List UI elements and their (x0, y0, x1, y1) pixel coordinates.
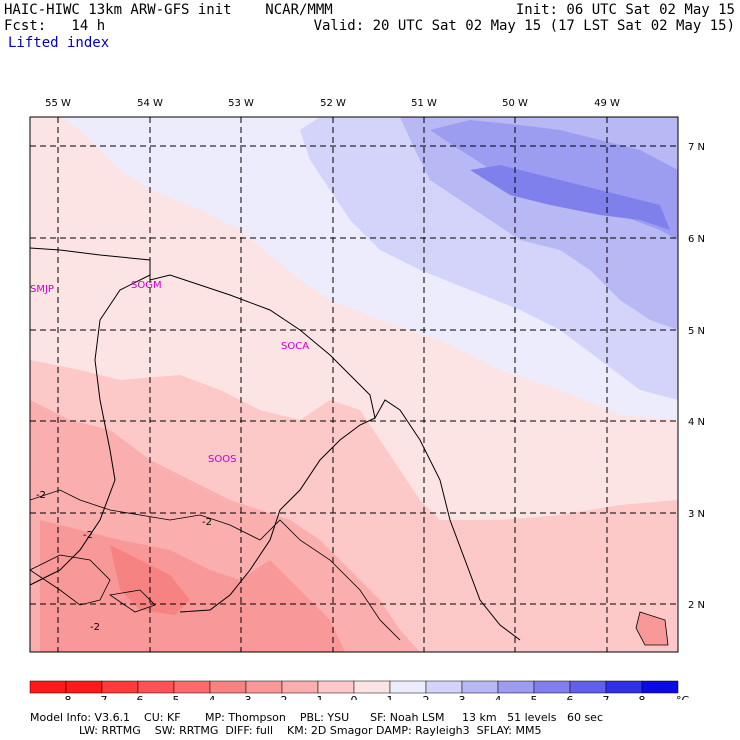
colorbar-swatch (29, 680, 67, 694)
colorbar-tick-label: 2 (423, 694, 430, 700)
colorbar-tick-label: 7 (603, 694, 610, 700)
colorbar-tick-label: 3 (459, 694, 466, 700)
colorbar-tick-label: -5 (169, 694, 180, 700)
colorbar-tick-label: -7 (97, 694, 108, 700)
station-label: SOGM (131, 280, 162, 291)
model-title: HAIC-HIWC 13km ARW-GFS init NCAR/MMM (4, 2, 333, 18)
colorbar-swatch (605, 680, 643, 694)
borders (29, 247, 521, 641)
contour-neg2-east (635, 611, 669, 646)
station-label: SOCA (281, 341, 309, 352)
lon-label: 53 W (228, 98, 254, 109)
lon-label: 54 W (137, 98, 163, 109)
lat-label: 6 N (688, 234, 705, 245)
colorbar-tick-label: -6 (133, 694, 144, 700)
colorbar-swatch (353, 680, 391, 694)
colorbar-tick-label: 5 (531, 694, 538, 700)
colorbar-swatch (101, 680, 139, 694)
colorbar-tick-label: 8 (639, 694, 646, 700)
lat-label: 4 N (688, 417, 705, 428)
lifted-index-map: 55 W 54 W 53 W 52 W 51 W 50 W 49 W 7 N 6… (29, 98, 705, 700)
colorbar-swatch (425, 680, 463, 694)
longitude-labels: 55 W 54 W 53 W 52 W 51 W 50 W 49 W (45, 98, 620, 109)
colorbar-unit: °C (676, 694, 690, 700)
station-labels: SMJP SOGM SOCA SOOS (30, 280, 309, 465)
colorbar-tick-label: 0 (351, 694, 358, 700)
lat-label: 5 N (688, 326, 705, 337)
colorbar-tick-label: -4 (205, 694, 216, 700)
map-field (30, 117, 678, 652)
forecast-hour: Fcst: 14 h (4, 18, 106, 34)
station-label: SOOS (208, 454, 236, 465)
colorbar-tick-label: 1 (387, 694, 394, 700)
colorbar-swatch (173, 680, 211, 694)
colorbar-swatch (389, 680, 427, 694)
colorbar-swatch (209, 680, 247, 694)
colorbar-tick-label: -8 (61, 694, 72, 700)
lat-label: 3 N (688, 509, 705, 520)
colorbar-swatch (569, 680, 607, 694)
colorbar-tick-label: 6 (567, 694, 574, 700)
colorbar-tick-label: 4 (495, 694, 502, 700)
field-name: Lifted index (8, 35, 110, 51)
lon-label: 49 W (594, 98, 620, 109)
lon-label: 51 W (411, 98, 437, 109)
lon-label: 50 W (502, 98, 528, 109)
contour-label: -2 (83, 530, 93, 541)
colorbar-swatch (281, 680, 319, 694)
field-region-neg3-east (636, 612, 668, 645)
contour-lines (30, 489, 669, 646)
colorbar-swatch (137, 680, 175, 694)
map-frame (29, 116, 679, 653)
model-info-line1: Model Info: V3.6.1 CU: KF MP: Thompson P… (30, 711, 603, 724)
lat-lon-grid (30, 117, 678, 652)
coastline (29, 247, 521, 641)
model-info-line2: LW: RRTMG SW: RRTMG DIFF: full KM: 2D Sm… (30, 724, 542, 737)
colorbar-tick-label: -3 (241, 694, 252, 700)
contour-label: -2 (36, 490, 46, 501)
colorbar-swatch (533, 680, 571, 694)
lat-label: 2 N (688, 600, 705, 611)
colorbar-swatch (497, 680, 535, 694)
colorbar-swatch (641, 680, 679, 694)
colorbar-swatch (245, 680, 283, 694)
lon-label: 52 W (320, 98, 346, 109)
colorbar-swatch (65, 680, 103, 694)
contour-label: -2 (202, 517, 212, 528)
valid-time: Valid: 20 UTC Sat 02 May 15 (17 LST Sat … (313, 18, 735, 34)
contour-neg2-main (30, 489, 401, 641)
colorbar: -8 -7 -6 -5 -4 -3 -2 -1 0 1 2 3 4 5 6 7 8 (29, 680, 679, 700)
lon-label: 55 W (45, 98, 71, 109)
border-suriname-frenchguiana (179, 417, 376, 613)
contour-neg2-b (108, 589, 156, 613)
colorbar-swatch (317, 680, 355, 694)
contour-label: -2 (90, 622, 100, 633)
contour-neg2-a (30, 554, 111, 606)
border-guyana-suriname (29, 274, 151, 586)
init-time: Init: 06 UTC Sat 02 May 15 (515, 2, 735, 18)
colorbar-swatch (461, 680, 499, 694)
lat-label: 7 N (688, 142, 705, 153)
contour-value-labels: -2 -2 -2 -2 (36, 490, 212, 633)
station-label: SMJP (30, 284, 54, 295)
colorbar-tick-label: -2 (277, 694, 288, 700)
field-region-4to5 (470, 165, 670, 230)
colorbar-tick-label: -1 (313, 694, 324, 700)
latitude-labels: 7 N 6 N 5 N 4 N 3 N 2 N (688, 142, 705, 611)
